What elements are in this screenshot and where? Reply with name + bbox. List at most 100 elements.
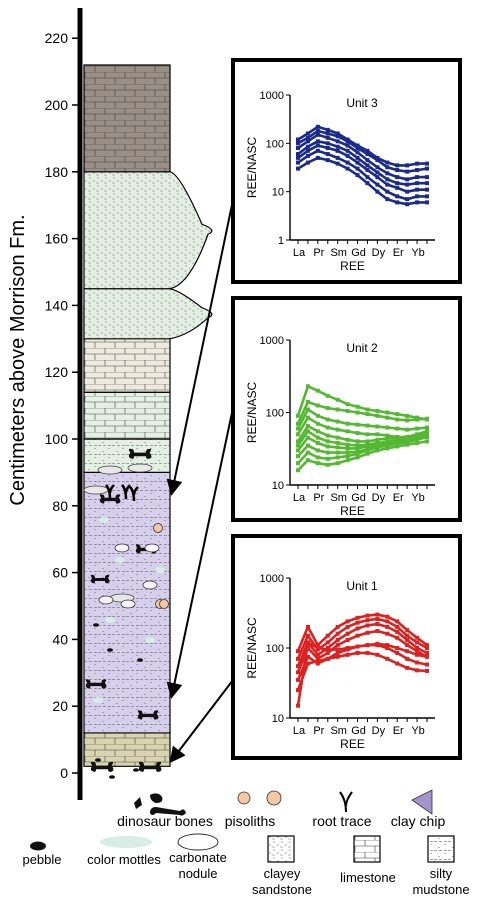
- ree-point: [345, 166, 350, 171]
- ree-point: [405, 169, 410, 174]
- ree-point: [425, 161, 429, 166]
- ree-x-tick-label: La: [293, 492, 306, 504]
- ree-point: [355, 410, 360, 415]
- ree-point: [355, 173, 360, 178]
- column-tick-label: 60: [52, 565, 68, 581]
- ree-point: [375, 182, 380, 187]
- ree-point: [425, 200, 429, 205]
- ree-point: [425, 181, 429, 186]
- ree-point: [296, 448, 300, 453]
- ree-point: [365, 175, 370, 180]
- ree-point: [305, 424, 310, 429]
- ree-point: [395, 200, 400, 205]
- layer-pattern-limestone-lower: [84, 392, 170, 439]
- ree-point: [395, 629, 400, 634]
- column-tick-label: 200: [45, 97, 69, 113]
- ree-point: [296, 166, 300, 171]
- ree-point: [335, 144, 340, 149]
- ree-point: [405, 440, 410, 445]
- ree-y-tick-label: 100: [266, 643, 284, 655]
- ree-point: [335, 638, 340, 643]
- ree-point: [305, 443, 310, 448]
- ree-point: [355, 404, 360, 409]
- ree-point: [375, 155, 380, 160]
- ree-point: [335, 643, 340, 648]
- legend-label-bone: dinosaur bones: [117, 813, 213, 829]
- ree-point: [345, 652, 350, 657]
- ree-point: [315, 440, 320, 445]
- ree-point: [415, 161, 420, 166]
- ree-point: [345, 429, 350, 434]
- ree-point: [385, 619, 390, 624]
- ree-point: [395, 426, 400, 431]
- ree-point: [375, 622, 380, 627]
- ree-point: [315, 646, 320, 650]
- ree-point: [325, 141, 330, 146]
- ree-point: [315, 643, 320, 648]
- bone-icon: [90, 574, 110, 584]
- ree-point: [405, 197, 410, 202]
- ree-point: [395, 185, 400, 190]
- ree-point: [415, 668, 420, 673]
- ree-panel-title: Unit 3: [346, 96, 378, 110]
- carbonate-nodule-icon: [98, 595, 114, 605]
- ree-point: [296, 443, 300, 448]
- ree-x-tick-label: Sm: [330, 247, 347, 259]
- legend-label-clay-chip: clay chip: [391, 813, 446, 829]
- ree-point: [365, 163, 370, 168]
- ree-point: [395, 650, 400, 655]
- ree-x-label: REE: [340, 737, 365, 751]
- ree-point: [315, 143, 320, 148]
- ree-x-tick-label: Gd: [351, 492, 366, 504]
- column-tick-label: 160: [45, 231, 69, 247]
- ree-point: [415, 181, 420, 186]
- ree-point: [305, 661, 310, 666]
- ree-point: [405, 628, 410, 633]
- ree-point: [365, 444, 370, 449]
- ree-x-tick-label: Dy: [372, 247, 386, 259]
- ree-point: [365, 613, 370, 618]
- ree-point: [425, 187, 429, 192]
- ree-point: [315, 148, 320, 153]
- ree-point: [315, 659, 320, 664]
- ree-point: [375, 432, 380, 437]
- ree-x-tick-label: La: [293, 247, 306, 259]
- column-tick-label: 20: [52, 698, 68, 714]
- ree-point: [375, 189, 380, 194]
- ree-point: [296, 439, 300, 444]
- ree-point: [385, 614, 390, 619]
- ree-point: [305, 131, 310, 136]
- ree-point: [365, 630, 370, 635]
- pisolith-icon: [159, 599, 169, 609]
- ree-point: [355, 422, 360, 427]
- ree-point: [345, 624, 350, 629]
- ree-point: [375, 165, 380, 170]
- ree-point: [425, 175, 429, 180]
- ree-point: [425, 194, 429, 199]
- ree-point: [385, 433, 390, 438]
- ree-point: [335, 650, 340, 655]
- ree-point: [296, 160, 300, 165]
- ree-y-tick-label: 10: [272, 713, 284, 725]
- ree-point: [325, 152, 330, 157]
- ree-point: [296, 461, 300, 466]
- ree-point: [395, 194, 400, 199]
- layer-pattern-mudstone-upper: [84, 439, 170, 473]
- pisolith-icon: [153, 523, 163, 533]
- ree-x-tick-label: Sm: [330, 725, 347, 737]
- ree-point: [325, 444, 330, 449]
- ree-point: [375, 612, 380, 617]
- ree-point: [385, 656, 390, 661]
- ree-point: [385, 436, 390, 441]
- ree-panel-title: Unit 2: [346, 341, 378, 355]
- legend-carbonate-nodule-icon: [177, 833, 219, 851]
- ree-point: [415, 194, 420, 199]
- ree-point: [355, 431, 360, 436]
- color-mottle-icon: [99, 517, 109, 523]
- ree-point: [405, 413, 410, 418]
- ree-point: [296, 155, 300, 160]
- ree-point: [315, 155, 320, 160]
- ree-point: [375, 413, 380, 418]
- ree-point: [335, 134, 340, 139]
- legend-pisolith-icon: [266, 790, 282, 806]
